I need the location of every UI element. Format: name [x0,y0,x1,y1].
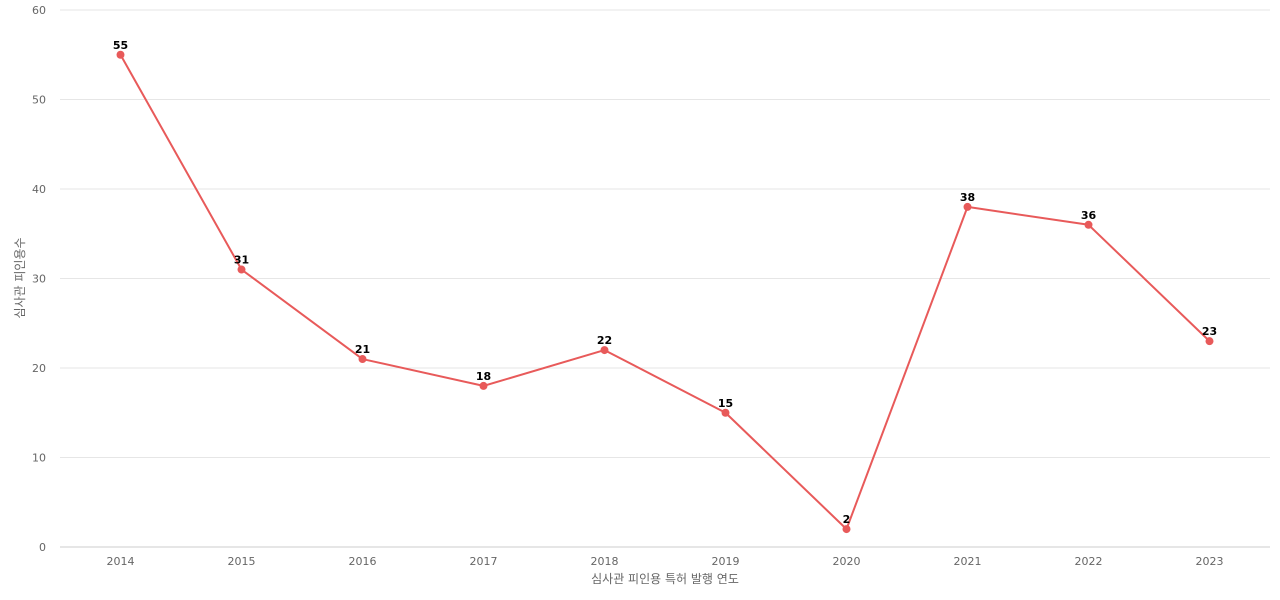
x-tick-label: 2021 [954,555,982,568]
y-axis-ticks: 0 10 20 30 40 50 60 [32,4,46,554]
data-point[interactable] [842,525,851,534]
data-point[interactable] [116,50,125,59]
data-label: 2 [843,513,851,526]
x-axis-ticks: 2014 2015 2016 2017 2018 2019 2020 2021 2022 2023 [107,555,1224,568]
y-tick-label: 0 [39,541,46,554]
y-axis-title: 심사관 피인용수 [13,237,27,318]
data-label: 55 [113,39,128,52]
y-tick-label: 50 [32,94,46,107]
data-point[interactable] [1084,220,1093,229]
data-label: 18 [476,370,491,383]
y-tick-label: 10 [32,452,46,465]
data-labels: 55 31 21 18 22 15 2 38 36 23 [113,39,1217,526]
data-point[interactable] [721,408,730,417]
series-layer [116,50,1214,534]
x-tick-label: 2023 [1196,555,1224,568]
series-line [119,54,1211,531]
data-label: 38 [960,191,975,204]
x-tick-label: 2020 [833,555,861,568]
x-tick-label: 2019 [712,555,740,568]
data-label: 36 [1081,209,1097,222]
data-label: 31 [234,254,249,267]
data-point[interactable] [600,346,609,355]
gridlines [60,9,1270,548]
y-tick-label: 40 [32,183,46,196]
data-label: 21 [355,343,370,356]
data-label: 15 [718,397,733,410]
y-tick-label: 30 [32,273,46,286]
data-label: 22 [597,334,612,347]
data-point[interactable] [963,202,972,211]
x-tick-label: 2015 [228,555,256,568]
data-label: 23 [1202,325,1217,338]
x-axis-title: 심사관 피인용 특허 발행 연도 [591,571,739,586]
data-point[interactable] [479,381,488,390]
data-point[interactable] [237,265,246,274]
x-tick-label: 2014 [107,555,135,568]
y-tick-label: 60 [32,4,46,17]
x-tick-label: 2016 [349,555,377,568]
data-point[interactable] [358,355,367,364]
x-tick-label: 2022 [1075,555,1103,568]
x-tick-label: 2018 [591,555,619,568]
x-tick-label: 2017 [470,555,498,568]
data-point[interactable] [1205,337,1214,346]
y-tick-label: 20 [32,362,46,375]
